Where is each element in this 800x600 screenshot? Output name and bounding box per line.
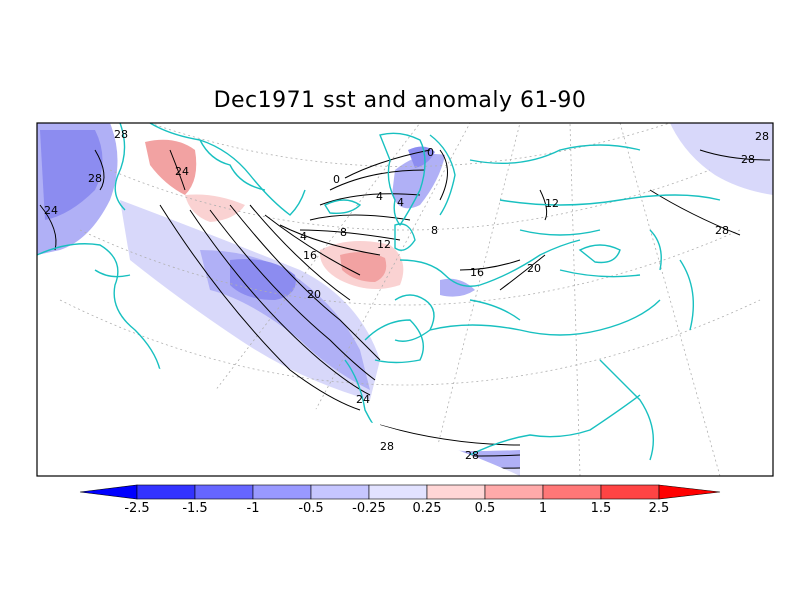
- colorbar-segment: [194, 484, 254, 500]
- map-title: Dec1971 sst and anomaly 61-90: [213, 88, 587, 113]
- colorbar-tick-label: -0.25: [352, 501, 386, 516]
- colorbar-tick-label: 0.25: [412, 501, 442, 516]
- colorbar-segment: [310, 484, 370, 500]
- contour-label: 28: [88, 172, 102, 185]
- contour-label: 8: [431, 224, 438, 237]
- colorbar-segment: [252, 484, 312, 500]
- colorbar-segment: [484, 484, 544, 500]
- contour-label: 4: [300, 230, 307, 243]
- colorbar-tick-label: -2.5: [124, 501, 150, 516]
- colorbar-segment: [542, 484, 602, 500]
- contour-label: 0: [427, 146, 434, 159]
- anomaly-neg-strong-patch: [230, 259, 296, 300]
- contour-label: 28: [114, 128, 128, 141]
- colorbar-tick-label: -0.5: [298, 501, 324, 516]
- anomaly-neg-east-corner: [670, 123, 773, 195]
- contour-label: 0: [333, 173, 340, 186]
- anomaly-neg-norway: [392, 154, 445, 209]
- colorbar-tick-label: 1.5: [590, 501, 612, 516]
- anomaly-pos-newfoundland: [185, 194, 245, 222]
- contour-label: 28: [755, 130, 769, 143]
- contour-label: 4: [376, 190, 383, 203]
- anomaly-pos-labrador: [145, 139, 197, 195]
- contour-label: 4: [397, 196, 404, 209]
- contour-label: 24: [356, 393, 370, 406]
- contour-label: 24: [44, 204, 58, 217]
- contour-label: 12: [377, 238, 391, 251]
- contour-label: 28: [465, 449, 479, 462]
- contour-label: 12: [545, 197, 559, 210]
- anomaly-pos-east-core: [340, 252, 387, 282]
- colorbar-tick-label: 2.5: [648, 501, 670, 516]
- map-frame: [36, 122, 774, 477]
- contour-label: 28: [715, 224, 729, 237]
- contour-label: 28: [380, 440, 394, 453]
- colorbar-segment: [368, 484, 428, 500]
- colorbar: [79, 484, 721, 500]
- anomaly-neg-west-core: [40, 130, 103, 220]
- contour-label: 20: [307, 288, 321, 301]
- contour-label: 8: [340, 226, 347, 239]
- anomaly-neg-med: [440, 278, 475, 297]
- colorbar-segment: [426, 484, 486, 500]
- contour-label: 24: [175, 165, 189, 178]
- colorbar-segment: [600, 484, 660, 500]
- contour-labels: 28 28 24 24 0 4 4 4 8 12 16 20 24 28 28 …: [44, 128, 769, 462]
- colorbar-tick-label: -1: [246, 501, 260, 516]
- contour-label: 16: [303, 249, 317, 262]
- colorbar-segment: [136, 484, 196, 500]
- colorbar-arrow-high: [658, 484, 721, 500]
- anomaly-shading: [37, 123, 773, 476]
- colorbar-tick-label: -1.5: [182, 501, 208, 516]
- colorbar-tick-label: 0.5: [474, 501, 496, 516]
- colorbar-tick-label: 1: [538, 501, 548, 516]
- contour-label: 28: [741, 153, 755, 166]
- contour-label: 20: [527, 262, 541, 275]
- anomaly-neg-south: [170, 395, 520, 476]
- anomaly-neg-norway-core: [408, 146, 435, 168]
- colorbar-arrow-low: [79, 484, 138, 500]
- contour-label: 16: [470, 266, 484, 279]
